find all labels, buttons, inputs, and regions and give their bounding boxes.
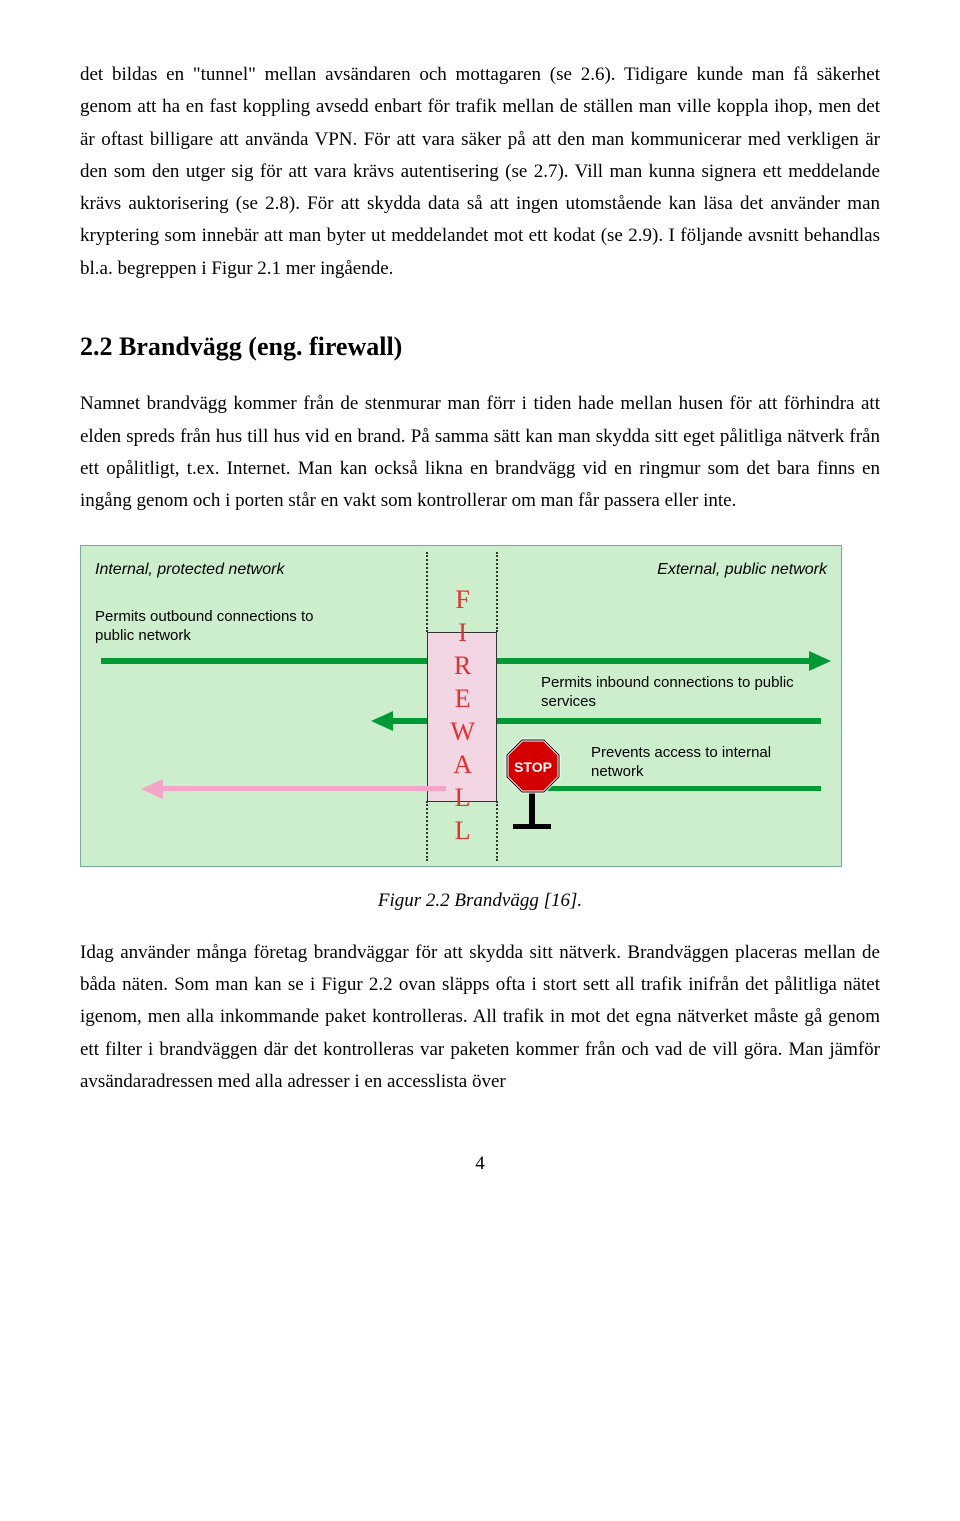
figure-2-2: Internal, protected network External, pu…	[80, 545, 880, 867]
dotted-divider-bottom-right	[496, 801, 498, 861]
inbound-arrow-head	[371, 711, 393, 731]
figure-2-2-caption: Figur 2.2 Brandvägg [16].	[80, 885, 880, 917]
internal-network-label: Internal, protected network	[95, 556, 284, 583]
outbound-arrow-head	[809, 651, 831, 671]
firewall-diagram: Internal, protected network External, pu…	[80, 545, 842, 867]
section-2-2-paragraph-2: Idag använder många företag brandväggar …	[80, 937, 880, 1098]
page-number: 4	[80, 1148, 880, 1180]
blocked-arrow-right-segment	[541, 786, 821, 791]
stop-sign-base	[513, 824, 551, 829]
firewall-label: FIREWALL	[440, 585, 484, 849]
outbound-text: Permits outbound connections to public n…	[95, 608, 355, 646]
intro-paragraph: det bildas en "tunnel" mellan avsändaren…	[80, 59, 880, 285]
inbound-text: Permits inbound connections to public se…	[541, 674, 821, 712]
dotted-divider-top-right	[496, 552, 498, 632]
stop-sign-icon: STOP	[505, 738, 561, 794]
blocked-arrow-left-segment	[161, 786, 446, 791]
firewall-box: FIREWALL	[427, 632, 497, 802]
external-network-label: External, public network	[657, 556, 827, 583]
dotted-divider-top-left	[426, 552, 428, 632]
section-2-2-heading: 2.2 Brandvägg (eng. firewall)	[80, 325, 880, 369]
stop-sign-text: STOP	[514, 759, 552, 775]
blocked-arrow-head	[141, 779, 163, 799]
dotted-divider-bottom-left	[426, 801, 428, 861]
prevent-text: Prevents access to internal network	[591, 744, 821, 782]
section-2-2-paragraph-1: Namnet brandvägg kommer från de stenmura…	[80, 388, 880, 517]
